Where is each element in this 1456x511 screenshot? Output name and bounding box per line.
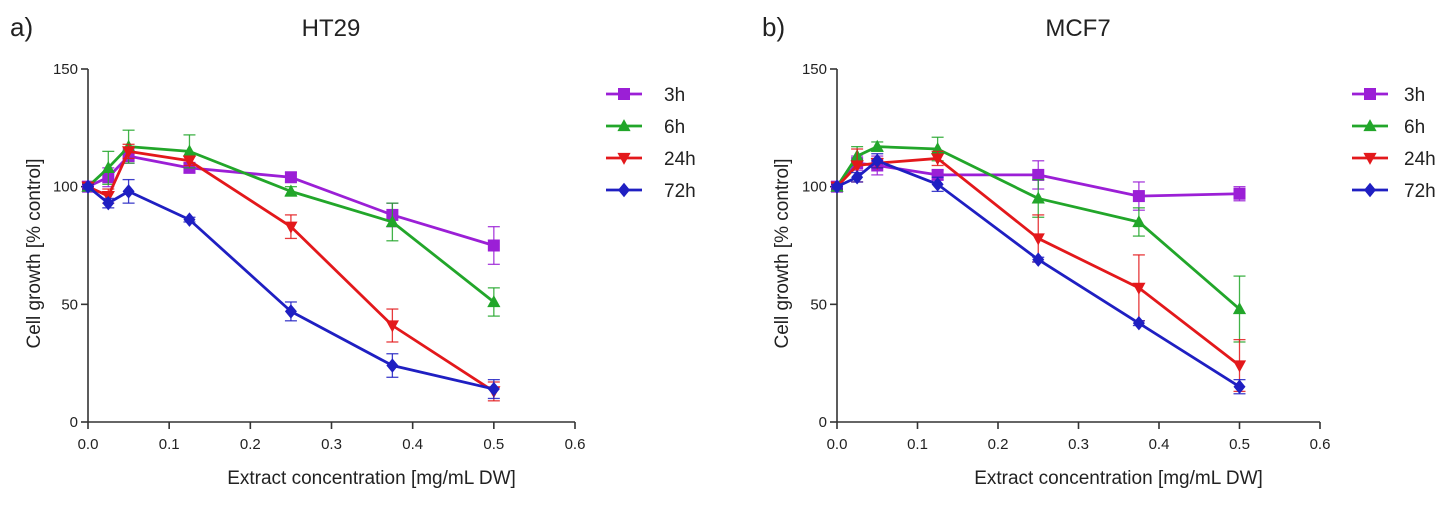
legend-label: 72h <box>1404 181 1436 202</box>
data-point <box>871 153 884 168</box>
x-tick-label: 0.5 <box>1229 436 1250 453</box>
legend-item-24h: 24h <box>1352 149 1436 170</box>
data-point <box>284 171 297 184</box>
y-tick-label: 50 <box>61 296 78 313</box>
data-point <box>1132 190 1145 203</box>
data-point <box>1232 360 1247 373</box>
x-axis-label: Extract concentration [mg/mL DW] <box>227 468 516 489</box>
legend-item-24h: 24h <box>606 149 696 170</box>
data-point <box>183 212 196 227</box>
y-tick-label: 150 <box>53 61 78 78</box>
legend-label: 24h <box>664 149 696 170</box>
x-tick-label: 0.2 <box>240 436 261 453</box>
data-point <box>1132 215 1146 228</box>
data-point <box>102 195 115 211</box>
data-point <box>1232 302 1247 315</box>
data-point <box>284 184 298 197</box>
data-point <box>182 144 197 157</box>
legend-label: 3h <box>1404 85 1425 106</box>
data-point <box>931 177 944 192</box>
data-point <box>851 170 864 185</box>
legend-item-3h: 3h <box>606 85 685 106</box>
x-tick-label: 0.1 <box>159 436 180 453</box>
x-tick-label: 0.4 <box>402 436 423 453</box>
data-point <box>182 155 197 168</box>
legend-marker <box>1364 88 1376 100</box>
data-point <box>1132 315 1145 331</box>
data-point <box>82 179 94 194</box>
y-axis-label: Cell growth [% control] <box>772 158 793 348</box>
x-tick-label: 0.6 <box>1310 436 1331 453</box>
data-point <box>831 179 843 194</box>
data-point <box>122 184 135 199</box>
legend-marker <box>618 88 630 100</box>
x-tick-label: 0.0 <box>78 436 99 453</box>
data-point <box>284 221 298 234</box>
legend-label: 6h <box>1404 117 1425 138</box>
data-point <box>101 160 115 173</box>
x-tick-label: 0.2 <box>988 436 1009 453</box>
data-point <box>1032 168 1045 181</box>
data-point <box>1032 252 1045 267</box>
legend-marker <box>617 152 631 165</box>
chart-panel-mcf7: b) MCF7 0.0 0.1 0.2 0.3 0.4 0.5 0.6 0 50 100 150 Extr… <box>762 12 1436 489</box>
y-tick-label: 0 <box>70 414 78 431</box>
data-point <box>385 320 399 333</box>
y-tick-label: 50 <box>810 296 827 313</box>
x-tick-label: 0.3 <box>1068 436 1089 453</box>
legend-marker <box>617 119 631 132</box>
chart-panel-ht29: a) HT29 0.0 0.1 0.2 0.3 0.4 0.5 0.6 0 50 100 150 Extr… <box>10 12 696 489</box>
data-point <box>870 139 884 152</box>
data-point <box>1233 379 1246 394</box>
legend-label: 72h <box>664 181 696 202</box>
data-point <box>487 239 500 252</box>
panel-label: b) <box>762 12 785 42</box>
x-tick-label: 0.6 <box>565 436 586 453</box>
x-axis-label: Extract concentration [mg/mL DW] <box>974 468 1263 489</box>
data-point <box>487 381 500 397</box>
data-point <box>850 160 864 173</box>
legend-marker <box>1363 119 1377 132</box>
legend-marker <box>1363 152 1377 165</box>
legend-label: 24h <box>1404 149 1436 170</box>
x-tick-label: 0.4 <box>1149 436 1170 453</box>
data-point <box>1031 233 1045 246</box>
panel-label: a) <box>10 12 33 42</box>
y-tick-label: 150 <box>802 61 827 78</box>
data-point <box>284 304 297 319</box>
legend-label: 6h <box>664 117 685 138</box>
legend-marker <box>618 182 630 198</box>
legend-item-6h: 6h <box>1352 117 1425 138</box>
data-point <box>931 153 945 166</box>
legend-item-6h: 6h <box>606 117 685 138</box>
chart-title: MCF7 <box>1045 15 1110 42</box>
data-point <box>1132 282 1146 295</box>
data-point <box>386 358 399 373</box>
legend-item-72h: 72h <box>1352 181 1436 202</box>
x-tick-label: 0.3 <box>321 436 342 453</box>
legend-label: 3h <box>664 85 685 106</box>
legend-marker <box>1364 182 1376 198</box>
x-tick-label: 0.5 <box>483 436 504 453</box>
y-axis-label: Cell growth [% control] <box>24 158 45 348</box>
data-point <box>121 146 136 159</box>
x-tick-label: 0.1 <box>907 436 928 453</box>
chart-title: HT29 <box>302 15 361 42</box>
data-point <box>487 295 501 308</box>
y-tick-label: 100 <box>802 179 827 196</box>
legend-item-72h: 72h <box>606 181 696 202</box>
y-tick-label: 0 <box>819 414 827 431</box>
x-tick-label: 0.0 <box>827 436 848 453</box>
series-3h <box>82 148 500 265</box>
series-72h <box>82 178 500 400</box>
y-tick-label: 100 <box>53 179 78 196</box>
data-point <box>1233 187 1246 200</box>
legend-item-3h: 3h <box>1352 85 1425 106</box>
series-72h <box>831 153 1246 395</box>
data-point <box>1031 191 1045 204</box>
data-point <box>385 215 399 228</box>
